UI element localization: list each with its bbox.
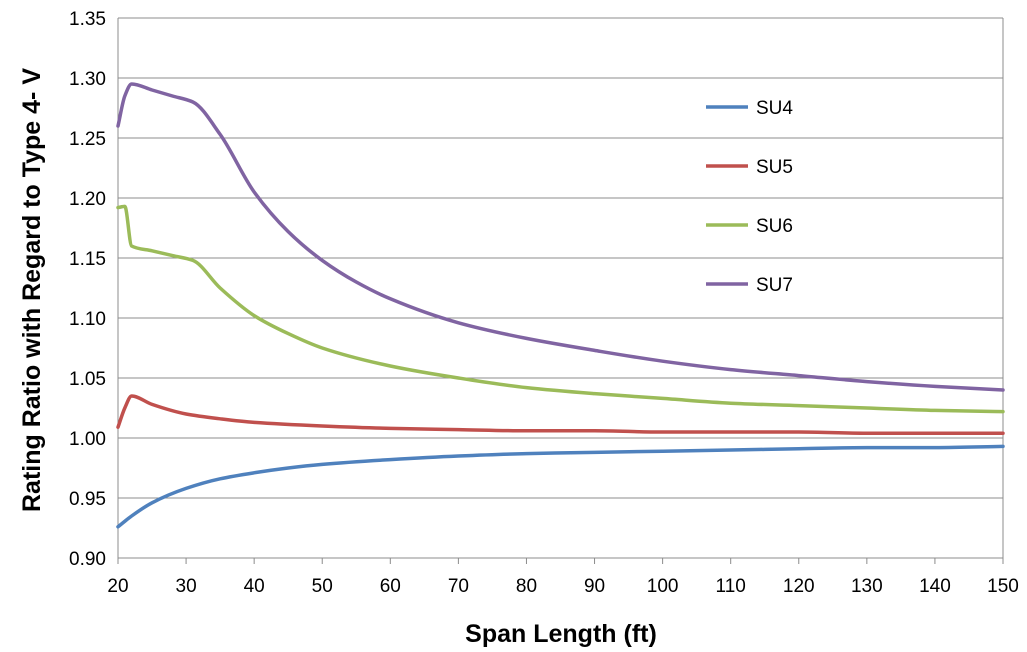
series-line-su4 [116,444,1005,529]
x-tick-label: 120 [783,576,815,597]
x-tick-label: 140 [919,576,951,597]
x-tick-label: 20 [107,576,128,597]
legend-label-su7: SU7 [756,275,793,296]
series-line-su6 [116,204,1005,414]
y-tick-label: 0.95 [69,489,106,510]
y-tick-label: 1.15 [69,249,106,270]
y-tick-label: 1.20 [69,189,106,210]
x-tick-label: 150 [987,576,1019,597]
series-line-su7 [116,82,1005,392]
x-tick-label: 40 [244,576,265,597]
legend-label-su6: SU6 [756,216,793,237]
y-tick-label: 1.35 [69,9,106,30]
x-tick-label: 60 [380,576,401,597]
x-tick-labels: 20 30 40 50 60 70 80 90 100 110 120 130 140 150 [107,576,1018,597]
legend: SU4 SU5 SU6 SU7 [706,98,793,296]
x-tick-label: 50 [312,576,333,597]
x-tick-label: 90 [584,576,605,597]
y-tick-labels: 0.90 0.95 1.00 1.05 1.10 1.15 1.20 1.25 1.30 1.35 [69,9,106,570]
y-tick-label: 1.10 [69,309,106,330]
y-tick-label: 0.90 [69,549,106,570]
y-tick-label: 1.05 [69,369,106,390]
x-tick-label: 100 [647,576,679,597]
x-axis-title: Span Length (ft) [465,620,657,648]
x-tick-label: 70 [448,576,469,597]
x-tick-label: 130 [851,576,883,597]
x-tick-label: 110 [716,576,746,597]
series-lines [116,82,1005,529]
legend-label-su5: SU5 [756,157,793,178]
x-tick-label: 80 [516,576,537,597]
legend-label-su4: SU4 [756,98,793,119]
y-axis-title: Rating Ratio with Regard to Type 4- V [18,68,46,512]
x-tick-label: 30 [176,576,197,597]
y-tick-label: 1.30 [69,69,106,90]
gridlines [118,17,1003,499]
axes [117,18,1004,564]
series-line-su5 [116,394,1005,435]
y-tick-label: 1.00 [69,429,106,450]
y-tick-label: 1.25 [69,129,106,150]
